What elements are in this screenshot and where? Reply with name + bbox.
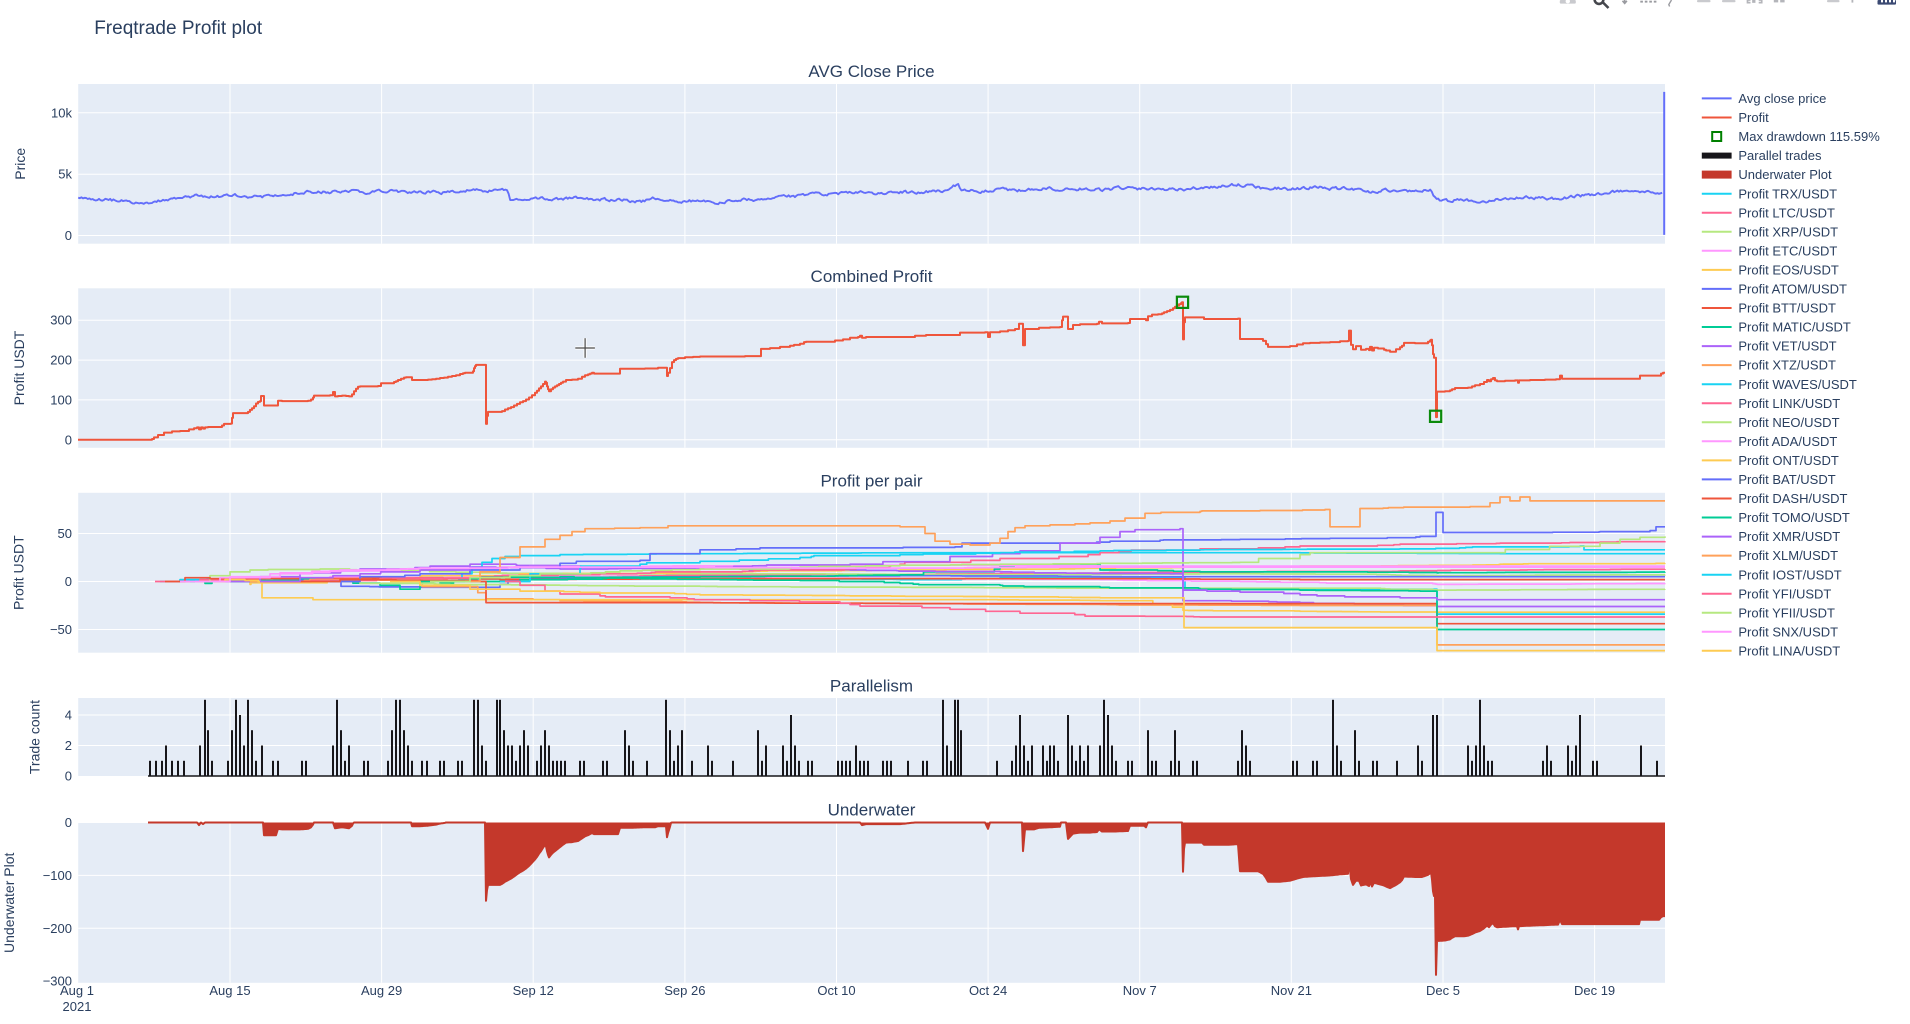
svg-text:Profit LTC/USDT: Profit LTC/USDT [1738,205,1835,220]
svg-text:Underwater: Underwater [828,801,916,820]
svg-text:2021: 2021 [63,999,92,1014]
svg-text:Aug 1: Aug 1 [60,983,94,998]
svg-text:Profit ADA/USDT: Profit ADA/USDT [1738,434,1837,449]
svg-text:Underwater Plot: Underwater Plot [1738,167,1832,182]
svg-text:2: 2 [65,738,72,753]
svg-text:200: 200 [50,353,72,368]
svg-text:Sep 26: Sep 26 [664,983,705,998]
svg-text:Profit XLM/USDT: Profit XLM/USDT [1738,548,1838,563]
svg-text:Profit LINK/USDT: Profit LINK/USDT [1738,396,1840,411]
svg-text:Profit ONT/USDT: Profit ONT/USDT [1738,453,1838,468]
svg-text:Profit BTT/USDT: Profit BTT/USDT [1738,301,1836,316]
svg-text:Freqtrade Profit plot: Freqtrade Profit plot [94,18,263,39]
svg-text:−200: −200 [43,921,72,936]
svg-text:Oct 24: Oct 24 [969,983,1007,998]
svg-text:Profit USDT: Profit USDT [11,330,27,405]
svg-text:0: 0 [65,574,72,589]
svg-text:10k: 10k [51,105,72,120]
svg-text:Trade count: Trade count [27,700,43,774]
svg-text:Profit XRP/USDT: Profit XRP/USDT [1738,224,1838,239]
svg-text:4: 4 [65,708,72,723]
svg-text:100: 100 [50,392,72,407]
svg-text:Nov 7: Nov 7 [1123,983,1157,998]
svg-text:Profit XTZ/USDT: Profit XTZ/USDT [1738,358,1836,373]
svg-text:Oct 10: Oct 10 [817,983,855,998]
svg-text:Profit per pair: Profit per pair [820,472,922,491]
svg-text:5k: 5k [58,167,72,182]
svg-text:Combined Profit: Combined Profit [811,267,933,286]
svg-text:Profit BAT/USDT: Profit BAT/USDT [1738,472,1835,487]
svg-text:Price: Price [12,148,28,180]
svg-text:Profit YFII/USDT: Profit YFII/USDT [1738,605,1835,620]
svg-text:Underwater Plot: Underwater Plot [1,853,17,953]
svg-text:Profit ATOM/USDT: Profit ATOM/USDT [1738,282,1847,297]
svg-text:−300: −300 [43,974,72,989]
svg-text:Parallelism: Parallelism [830,677,913,696]
svg-text:Profit MATIC/USDT: Profit MATIC/USDT [1738,320,1850,335]
svg-text:−100: −100 [43,868,72,883]
svg-text:Dec 5: Dec 5 [1426,983,1460,998]
svg-text:0: 0 [65,769,72,784]
svg-text:300: 300 [50,313,72,328]
svg-text:−50: −50 [50,622,72,637]
svg-text:Max drawdown 115.59%: Max drawdown 115.59% [1738,129,1880,144]
svg-text:Profit VET/USDT: Profit VET/USDT [1738,339,1836,354]
svg-text:Profit EOS/USDT: Profit EOS/USDT [1738,263,1838,278]
svg-text:Sep 12: Sep 12 [513,983,554,998]
svg-text:Profit USDT: Profit USDT [11,535,27,610]
svg-text:50: 50 [58,526,72,541]
svg-text:Parallel trades: Parallel trades [1738,148,1822,163]
svg-text:AVG Close Price: AVG Close Price [808,62,934,81]
svg-text:0: 0 [65,228,72,243]
svg-text:Profit LINA/USDT: Profit LINA/USDT [1738,643,1840,658]
svg-text:Profit SNX/USDT: Profit SNX/USDT [1738,624,1838,639]
svg-text:0: 0 [65,432,72,447]
svg-text:Profit ETC/USDT: Profit ETC/USDT [1738,243,1837,258]
svg-text:Dec 19: Dec 19 [1574,983,1615,998]
svg-text:Profit: Profit [1738,110,1769,125]
svg-text:Nov 21: Nov 21 [1271,983,1312,998]
svg-text:Profit WAVES/USDT: Profit WAVES/USDT [1738,377,1857,392]
svg-text:Profit XMR/USDT: Profit XMR/USDT [1738,529,1840,544]
svg-text:Aug 29: Aug 29 [361,983,402,998]
svg-text:Profit NEO/USDT: Profit NEO/USDT [1738,415,1839,430]
svg-text:Profit TRX/USDT: Profit TRX/USDT [1738,186,1837,201]
svg-text:Aug 15: Aug 15 [209,983,250,998]
svg-text:0: 0 [65,815,72,830]
svg-text:Avg close price: Avg close price [1738,91,1826,106]
svg-text:Profit TOMO/USDT: Profit TOMO/USDT [1738,510,1850,525]
svg-text:Profit YFI/USDT: Profit YFI/USDT [1738,586,1831,601]
svg-text:Profit DASH/USDT: Profit DASH/USDT [1738,491,1847,506]
svg-text:Profit IOST/USDT: Profit IOST/USDT [1738,567,1841,582]
